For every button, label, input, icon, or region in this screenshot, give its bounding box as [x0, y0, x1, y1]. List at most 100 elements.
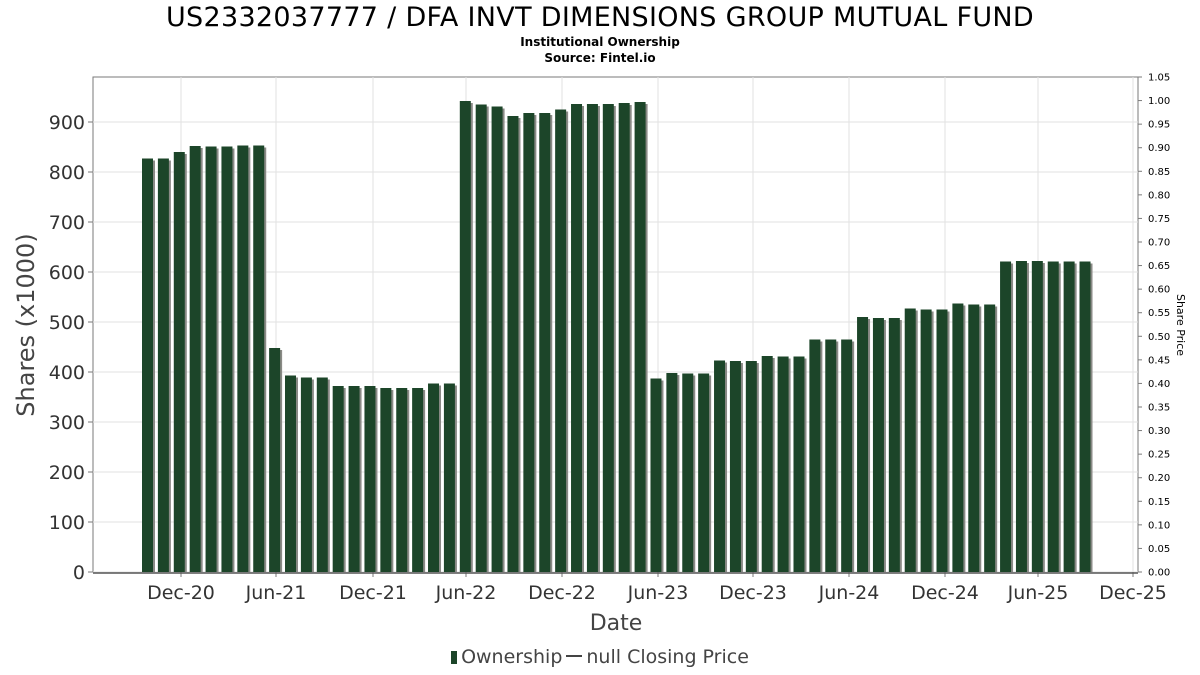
y2-tick-label: 0.30	[1148, 426, 1170, 437]
ownership-bar	[682, 373, 694, 572]
y2-tick-label: 0.25	[1148, 450, 1170, 461]
y-tick-label: 100	[49, 512, 85, 534]
ownership-legend-label: Ownership	[461, 646, 563, 668]
ownership-bar	[269, 348, 281, 572]
ownership-bar	[316, 377, 328, 572]
ownership-bar	[221, 146, 233, 572]
ownership-bar	[888, 318, 900, 572]
ownership-bar	[872, 318, 884, 572]
y2-tick-label: 0.20	[1148, 473, 1170, 484]
y2-tick-label: 0.95	[1148, 120, 1170, 131]
y2-tick-label: 0.00	[1148, 568, 1170, 579]
ownership-bar	[189, 146, 201, 572]
ownership-bar	[634, 102, 646, 572]
y-tick-label: 200	[49, 462, 85, 484]
ownership-bar	[698, 373, 710, 572]
y-tick-label: 500	[49, 312, 85, 334]
ownership-bar	[809, 339, 821, 572]
chart-title: US2332037777 / DFA INVT DIMENSIONS GROUP…	[166, 2, 1034, 33]
x-tick-label: Dec-21	[339, 582, 407, 604]
y2-tick-label: 0.70	[1148, 238, 1170, 249]
y-tick-label: 800	[49, 162, 85, 184]
x-axis-label: Date	[590, 611, 643, 636]
ownership-bar	[761, 356, 773, 572]
ownership-bar	[459, 101, 471, 572]
ownership-bar	[936, 309, 948, 572]
ownership-bar	[857, 317, 869, 572]
ownership-bar	[157, 158, 169, 572]
x-tick-label: Dec-20	[147, 582, 215, 604]
price-legend-line	[566, 655, 583, 657]
ownership-bar	[285, 375, 297, 572]
y2-tick-label: 0.05	[1148, 544, 1170, 555]
ownership-bar	[364, 386, 376, 572]
ownership-bar	[142, 158, 153, 572]
ownership-bar	[491, 106, 503, 572]
y-tick-label: 700	[49, 212, 85, 234]
y2-tick-label: 0.85	[1148, 167, 1170, 178]
ownership-bar	[904, 308, 916, 572]
ownership-bar	[571, 104, 583, 572]
ownership-bar	[428, 383, 440, 572]
ownership-bar	[1047, 261, 1059, 572]
y2-tick-label: 0.65	[1148, 261, 1170, 272]
ownership-bar	[475, 104, 487, 572]
ownership-bar	[523, 113, 535, 572]
y-tick-label: 900	[49, 112, 85, 134]
ownership-bar	[205, 146, 217, 572]
ownership-bar	[237, 145, 249, 572]
ownership-bar	[507, 116, 519, 572]
y2-tick-label: 0.75	[1148, 214, 1170, 225]
ownership-bar	[841, 339, 853, 572]
y2-tick-label: 0.40	[1148, 379, 1170, 390]
x-tick-label: Jun-21	[245, 582, 307, 604]
ownership-bar	[968, 304, 980, 572]
ownership-bar	[586, 104, 598, 572]
bar-layer	[142, 101, 1093, 572]
y-axis-label: Shares (x1000)	[12, 233, 40, 416]
ownership-legend-swatch	[451, 651, 458, 664]
ownership-bar	[396, 388, 408, 572]
y-tick-label: 600	[49, 262, 85, 284]
y2-tick-label: 0.55	[1148, 308, 1170, 319]
x-tick-label: Dec-22	[528, 582, 596, 604]
y2-axis-label: Share Price	[1174, 294, 1187, 356]
ownership-bar	[1079, 261, 1091, 572]
chart-subtitle: Institutional Ownership	[520, 35, 680, 49]
ownership-bar	[253, 145, 265, 572]
y2-tick-label: 1.00	[1148, 96, 1170, 107]
ownership-bar	[952, 303, 964, 572]
ownership-bar	[443, 383, 455, 572]
ownership-bar	[984, 304, 996, 572]
y2-tick-label: 0.15	[1148, 497, 1170, 508]
ownership-bar	[380, 388, 392, 572]
x-tick-label: Jun-25	[1007, 582, 1069, 604]
y2-tick-label: 0.10	[1148, 520, 1170, 531]
chart-source: Source: Fintel.io	[544, 51, 656, 65]
ownership-bar	[1015, 261, 1027, 572]
ownership-bar	[332, 386, 344, 572]
legend: Ownership null Closing Price	[0, 646, 1200, 668]
ownership-bar	[602, 104, 614, 572]
ownership-bar	[555, 109, 567, 572]
ownership-bar	[650, 378, 662, 572]
ownership-bar	[1031, 261, 1043, 572]
ownership-bar	[348, 386, 360, 572]
ownership-bar	[618, 103, 630, 572]
ownership-bar	[1063, 261, 1075, 572]
x-tick-label: Dec-23	[719, 582, 787, 604]
y2-tick-label: 0.90	[1148, 143, 1170, 154]
ownership-bar	[920, 309, 932, 572]
price-legend-label: null Closing Price	[586, 646, 749, 668]
y-tick-label: 0	[73, 562, 85, 584]
ownership-bar	[714, 360, 726, 572]
axis-layer: 0 100 200 300 400 500 600 700 800 900 0.00 0.05 0.10…	[49, 73, 1171, 605]
y2-tick-label: 0.80	[1148, 190, 1170, 201]
ownership-bar	[173, 152, 185, 572]
y2-tick-label: 1.05	[1148, 73, 1170, 84]
x-tick-label: Dec-25	[1099, 582, 1167, 604]
ownership-bar	[666, 373, 678, 572]
x-tick-label: Dec-24	[911, 582, 979, 604]
x-tick-label: Jun-24	[818, 582, 880, 604]
